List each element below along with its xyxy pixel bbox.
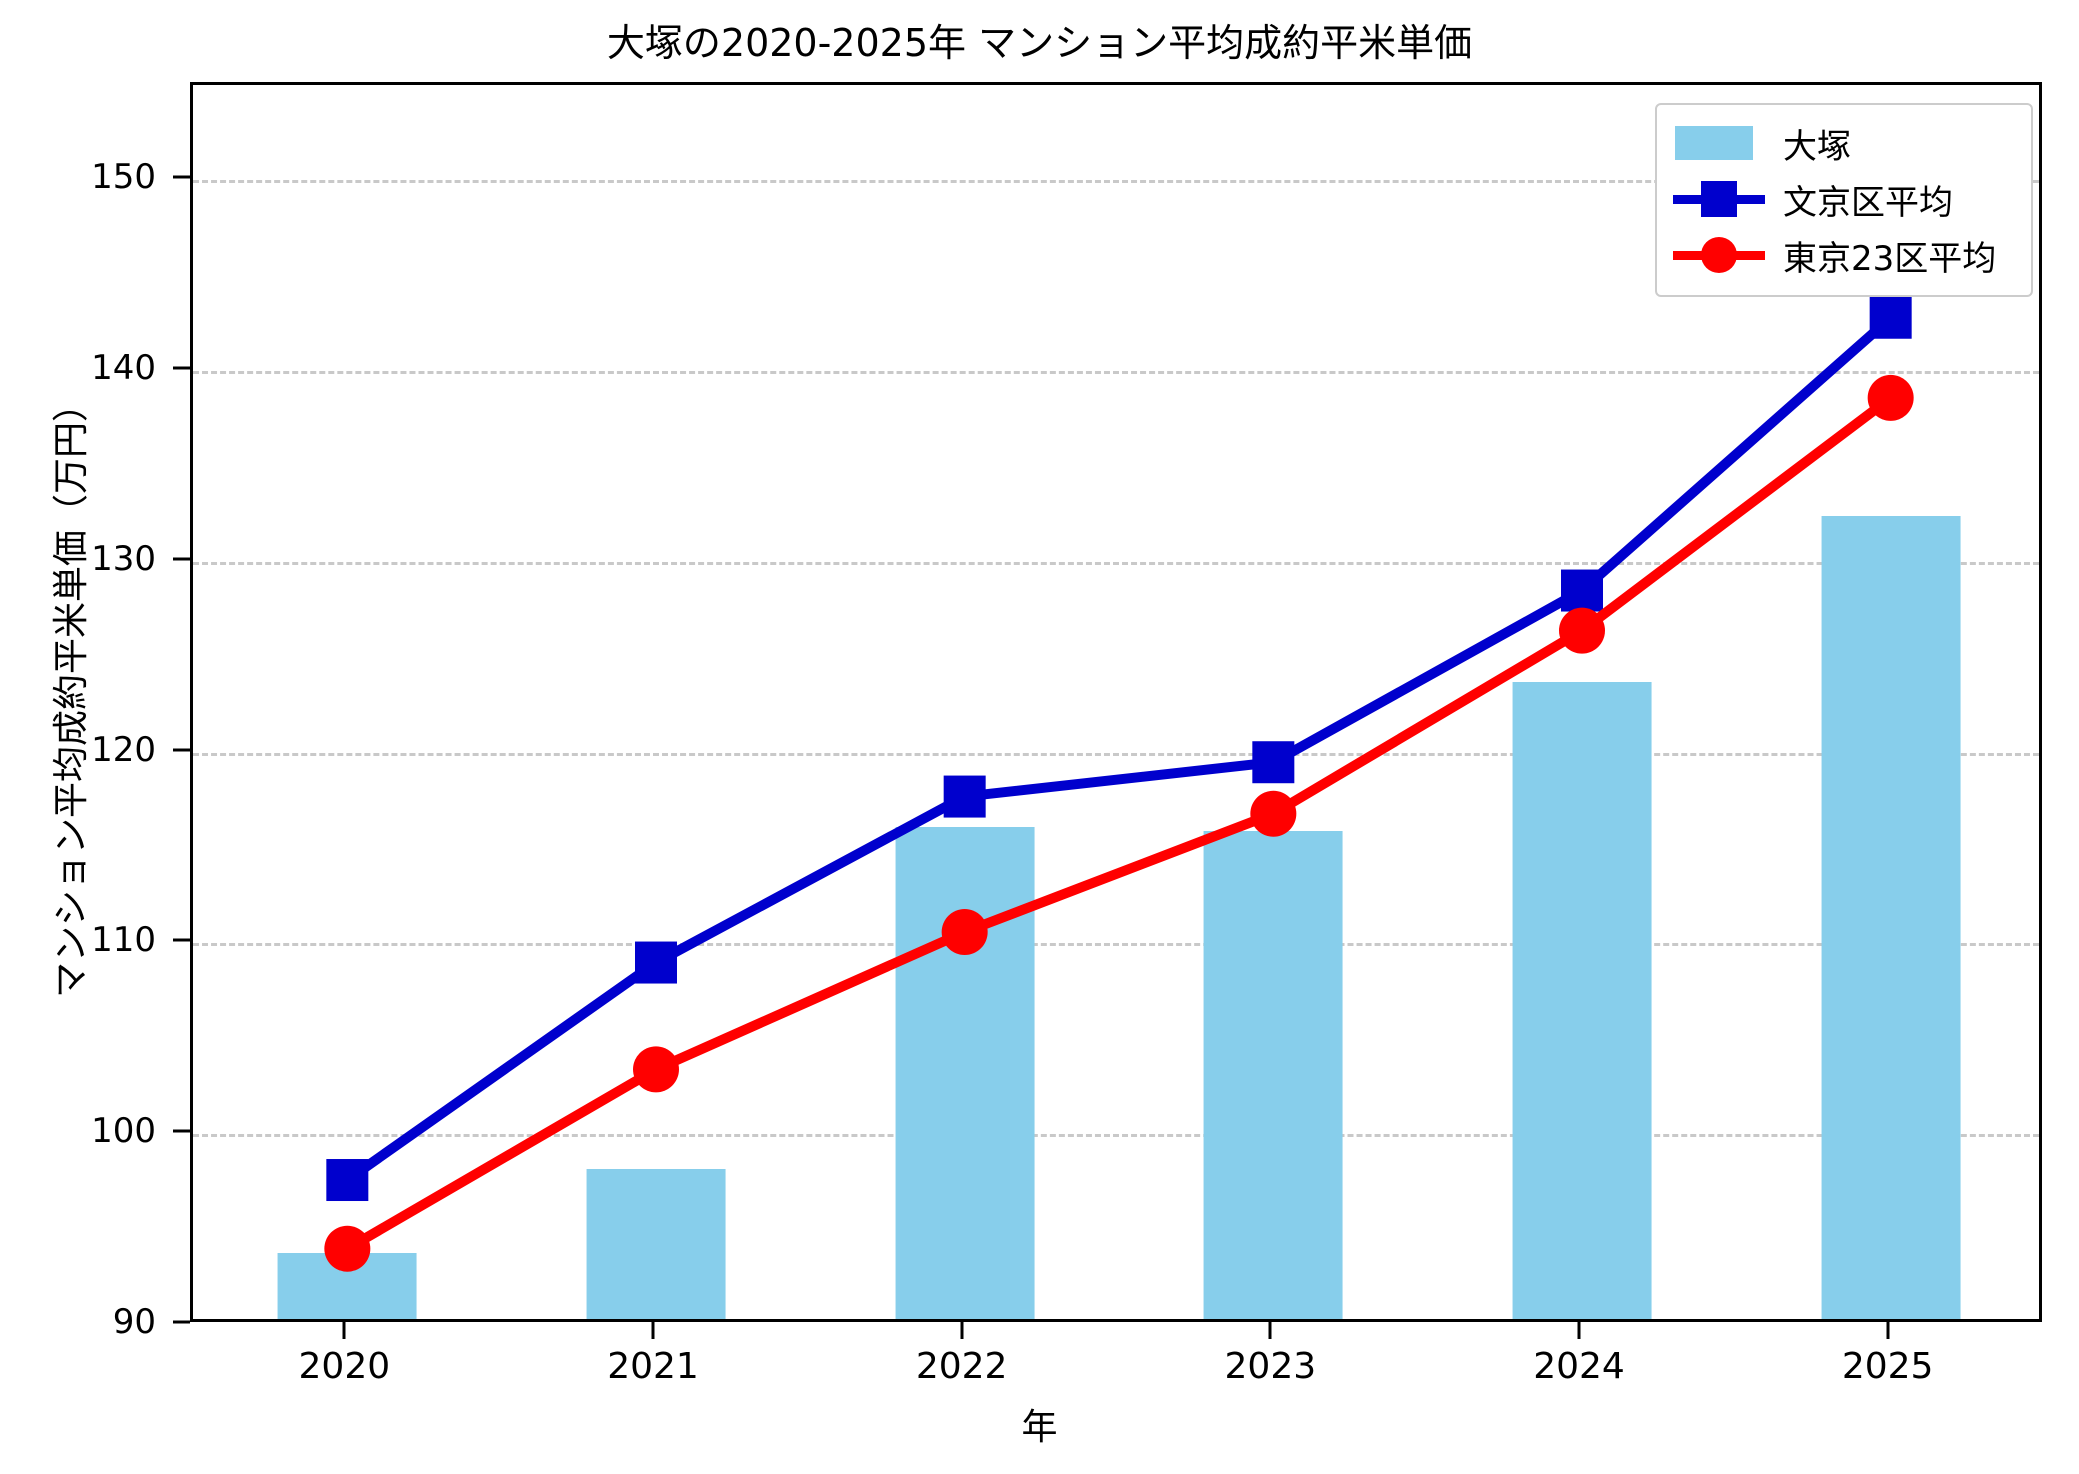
marker-文京区平均-2024: [1561, 569, 1603, 612]
legend-label-otsuka: 大塚: [1783, 126, 1851, 167]
gridline: [193, 943, 2039, 947]
line-circle-swatch-icon: [1671, 235, 1767, 275]
marker-文京区平均-2025: [1869, 296, 1912, 339]
y-tick-mark: [173, 1129, 190, 1133]
legend-label-tokyo23: 東京23区平均: [1783, 238, 1997, 279]
bar-2023: [1203, 830, 1343, 1319]
y-tick-mark: [173, 748, 190, 752]
marker-東京23区平均-2021: [633, 1046, 679, 1093]
chart-legend: 大塚 文京区平均 東京23区平均: [1655, 103, 2033, 297]
y-tick-label: 100: [91, 1111, 156, 1152]
y-tick-label: 120: [91, 729, 156, 770]
bar-2024: [1512, 682, 1652, 1319]
bar-2025: [1821, 516, 1961, 1319]
gridline: [193, 180, 2039, 184]
gridline: [193, 371, 2039, 375]
x-tick-label: 2023: [1224, 1346, 1317, 1387]
plot-inner: [193, 85, 2039, 1319]
marker-東京23区平均-2022: [941, 909, 988, 956]
legend-item-bunkyo[interactable]: 文京区平均: [1671, 171, 2017, 227]
y-tick-mark: [173, 1320, 190, 1324]
y-axis-tick-labels: 90 100 110 120 130 140 150: [0, 82, 190, 1342]
x-tick-label: 2021: [607, 1346, 699, 1387]
y-tick-mark: [173, 175, 190, 179]
marker-文京区平均-2021: [635, 941, 677, 984]
x-tick-label: 2025: [1841, 1346, 1934, 1387]
line-東京23区平均: [342, 392, 1896, 1254]
bar-2021: [586, 1168, 726, 1319]
y-axis-title: マンション平均成約平米単価（万円）: [51, 386, 92, 999]
marker-東京23区平均-2025: [1867, 374, 1914, 421]
bar-swatch-icon: [1671, 123, 1767, 163]
line-series-overlay: [324, 296, 1914, 1272]
y-tick-mark: [173, 366, 190, 370]
chart-title: 大塚の2020-2025年 マンション平均成約平米単価: [606, 21, 1473, 65]
y-tick-label: 140: [91, 348, 156, 389]
y-tick-mark: [173, 938, 190, 942]
x-tick-label: 2022: [915, 1346, 1008, 1387]
line-文京区平均: [342, 312, 1896, 1186]
gridline: [193, 1134, 2039, 1138]
legend-label-bunkyo: 文京区平均: [1783, 182, 1953, 223]
x-axis-title: 年: [1021, 1407, 1058, 1448]
x-tick-mark: [1886, 1322, 1890, 1339]
x-tick-mark: [960, 1322, 964, 1339]
y-tick-label: 130: [91, 538, 156, 579]
x-tick-mark: [1577, 1322, 1581, 1339]
x-tick-mark: [651, 1322, 655, 1339]
y-tick-label: 110: [91, 920, 156, 961]
legend-item-otsuka[interactable]: 大塚: [1671, 115, 2017, 171]
x-axis-tick-labels: 2020 2021 2022 2023 2024 2025: [190, 1322, 2042, 1412]
gridline: [193, 561, 2039, 565]
y-tick-label: 150: [91, 157, 156, 198]
y-tick-mark: [173, 557, 190, 561]
line-square-swatch-icon: [1671, 179, 1767, 219]
marker-文京区平均-2020: [326, 1159, 369, 1202]
marker-東京23区平均-2023: [1250, 790, 1297, 837]
marker-東京23区平均-2020: [324, 1225, 371, 1272]
x-tick-mark: [342, 1322, 346, 1339]
x-tick-label: 2020: [298, 1346, 391, 1387]
gridline: [193, 752, 2039, 756]
x-tick-mark: [1268, 1322, 1272, 1339]
marker-東京23区平均-2024: [1559, 607, 1605, 654]
legend-item-tokyo23[interactable]: 東京23区平均: [1671, 227, 2017, 283]
marker-文京区平均-2023: [1252, 741, 1295, 784]
marker-文京区平均-2022: [943, 775, 986, 818]
x-tick-label: 2024: [1533, 1346, 1625, 1387]
y-tick-label: 90: [112, 1302, 156, 1342]
